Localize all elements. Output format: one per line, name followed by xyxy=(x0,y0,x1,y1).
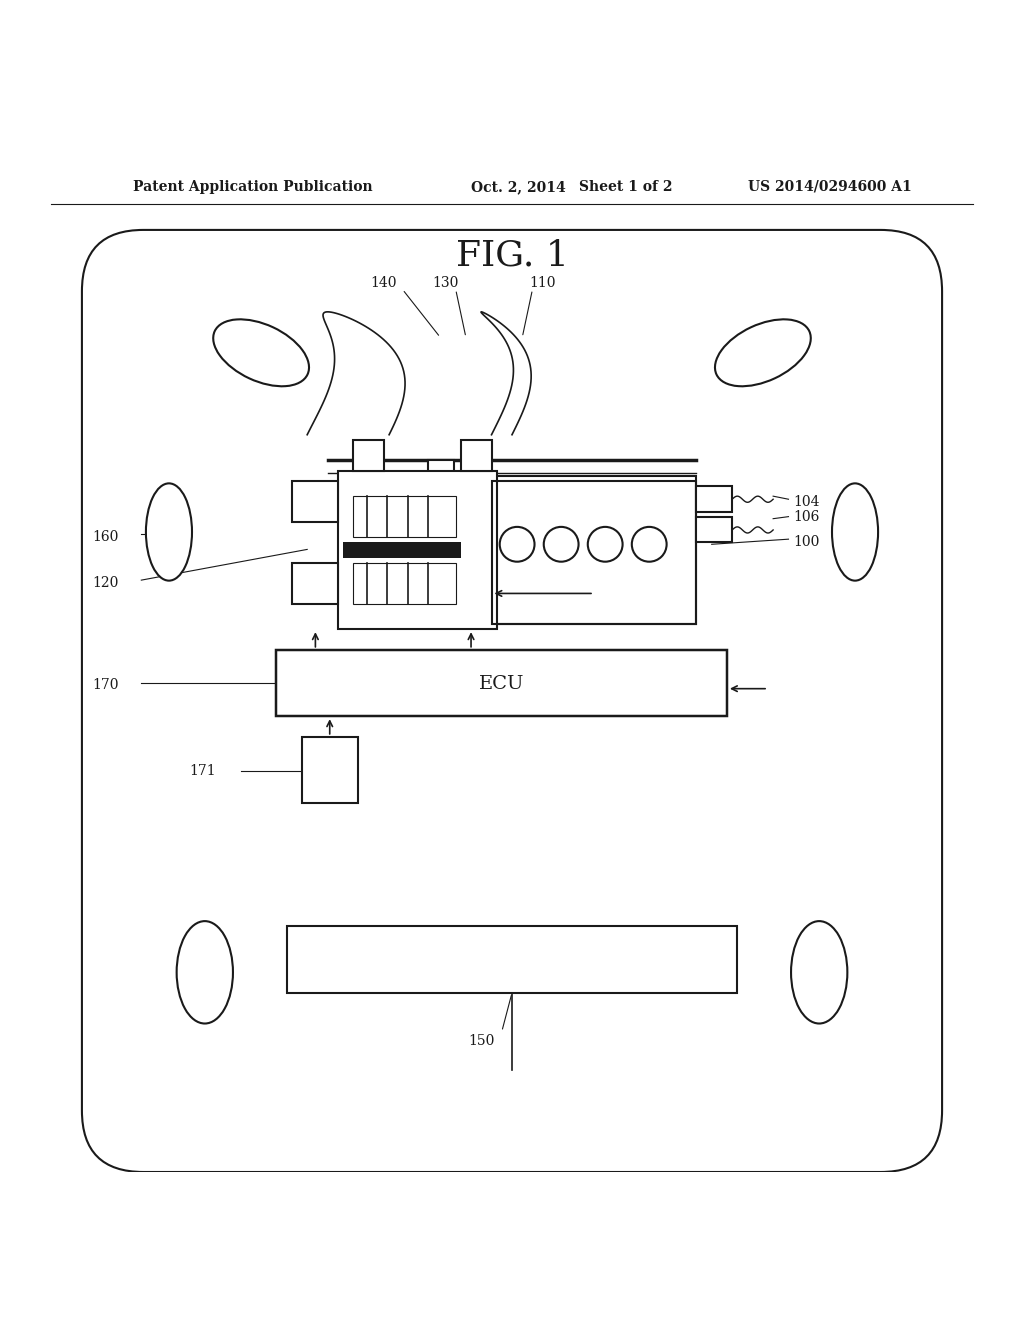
Text: 171: 171 xyxy=(189,763,216,777)
Circle shape xyxy=(588,527,623,562)
Text: Sheet 1 of 2: Sheet 1 of 2 xyxy=(579,180,672,194)
Bar xyxy=(492,480,696,624)
Text: 140: 140 xyxy=(371,276,397,290)
Bar xyxy=(696,486,732,512)
Text: Oct. 2, 2014: Oct. 2, 2014 xyxy=(471,180,566,194)
Bar xyxy=(276,649,727,717)
Text: 110: 110 xyxy=(529,276,556,290)
Text: ECU: ECU xyxy=(479,675,524,693)
Bar xyxy=(696,516,732,543)
Text: US 2014/0294600 A1: US 2014/0294600 A1 xyxy=(748,180,911,194)
Ellipse shape xyxy=(831,483,878,581)
Bar xyxy=(353,440,384,470)
Ellipse shape xyxy=(715,319,811,387)
Circle shape xyxy=(500,527,535,562)
Text: 160: 160 xyxy=(92,531,119,544)
Bar xyxy=(338,470,497,630)
Bar xyxy=(343,543,461,557)
Bar xyxy=(461,440,492,470)
Bar xyxy=(353,562,456,603)
Ellipse shape xyxy=(146,483,193,581)
Text: 100: 100 xyxy=(794,535,820,549)
Bar xyxy=(428,461,454,516)
Ellipse shape xyxy=(791,921,848,1023)
Text: 170: 170 xyxy=(92,677,119,692)
Bar xyxy=(353,496,456,537)
Circle shape xyxy=(544,527,579,562)
Text: 120: 120 xyxy=(92,577,119,590)
FancyBboxPatch shape xyxy=(82,230,942,1172)
Ellipse shape xyxy=(213,319,309,387)
Bar xyxy=(292,562,338,603)
Bar xyxy=(302,737,358,804)
Text: FIG. 1: FIG. 1 xyxy=(456,239,568,272)
Circle shape xyxy=(632,527,667,562)
Bar xyxy=(492,475,696,624)
Bar xyxy=(292,480,338,521)
Text: 104: 104 xyxy=(794,495,820,510)
Text: 150: 150 xyxy=(468,1034,495,1048)
Text: Patent Application Publication: Patent Application Publication xyxy=(133,180,373,194)
Text: 106: 106 xyxy=(794,510,820,524)
Text: 130: 130 xyxy=(432,276,459,290)
Bar xyxy=(287,927,737,993)
Ellipse shape xyxy=(177,921,233,1023)
